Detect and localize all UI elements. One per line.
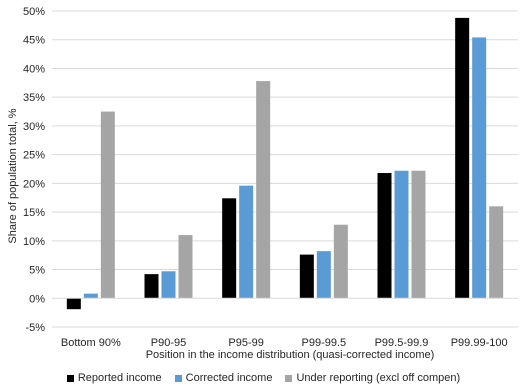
y-axis-label: Share of population total, % <box>7 108 19 243</box>
legend-label: Under reporting (excl off compen) <box>296 372 461 384</box>
x-axis-label: Position in the income distribution (qua… <box>146 349 435 361</box>
bar <box>472 37 487 299</box>
bar <box>411 170 426 299</box>
bar <box>66 298 81 310</box>
bar <box>144 274 159 299</box>
x-tick-label: P99.99-100 <box>451 337 508 349</box>
x-tick-label: Bottom 90% <box>61 337 121 349</box>
bar <box>394 170 409 299</box>
legend-label: Reported income <box>77 372 162 384</box>
bar <box>100 111 115 299</box>
bar <box>377 173 392 299</box>
bar <box>222 198 237 299</box>
legend-item: Corrected income <box>174 372 273 384</box>
legend-swatch <box>174 374 182 382</box>
bar-series <box>66 17 504 310</box>
bar <box>161 271 176 299</box>
bar <box>316 251 331 299</box>
y-tick-label: 0% <box>29 293 45 305</box>
x-tick-label: P99.5-99.9 <box>375 337 429 349</box>
x-tick-label: P99-99.5 <box>302 337 347 349</box>
bar <box>455 17 470 299</box>
bar <box>178 235 193 299</box>
y-tick-label: 20% <box>23 178 45 190</box>
y-tick-label: 40% <box>23 63 45 75</box>
y-tick-label: 15% <box>23 207 45 219</box>
bar <box>489 206 504 299</box>
y-tick-label: 10% <box>23 236 45 248</box>
bar <box>83 293 98 299</box>
bar <box>256 81 271 299</box>
bar <box>299 254 314 299</box>
y-tick-label: 30% <box>23 121 45 133</box>
legend-label: Corrected income <box>185 372 273 384</box>
y-tick-label: -5% <box>25 322 45 334</box>
y-axis-ticks: -5% 0% 5% 10% 15% 20% 25% 30% 35% 40% 45% 50% <box>23 6 45 334</box>
legend-swatch <box>285 374 293 382</box>
y-tick-label: 45% <box>23 35 45 47</box>
y-tick-label: 35% <box>23 92 45 104</box>
legend-item: Under reporting (excl off compen) <box>285 372 460 384</box>
legend-swatch <box>66 374 74 382</box>
bar <box>333 224 348 299</box>
y-tick-label: 50% <box>23 6 45 18</box>
gridlines <box>52 10 518 328</box>
x-axis-ticks: Bottom 90% P90-95 P95-99 P99-99.5 P99.5-99.9… <box>61 337 508 349</box>
bar <box>239 185 254 299</box>
x-tick-label: P95-99 <box>228 337 263 349</box>
legend-item: Reported income <box>66 372 162 384</box>
legend: Reported income Corrected income Under rep… <box>0 370 527 386</box>
x-tick-label: P90-95 <box>151 337 186 349</box>
y-tick-label: 5% <box>29 265 45 277</box>
y-tick-label: 25% <box>23 150 45 162</box>
